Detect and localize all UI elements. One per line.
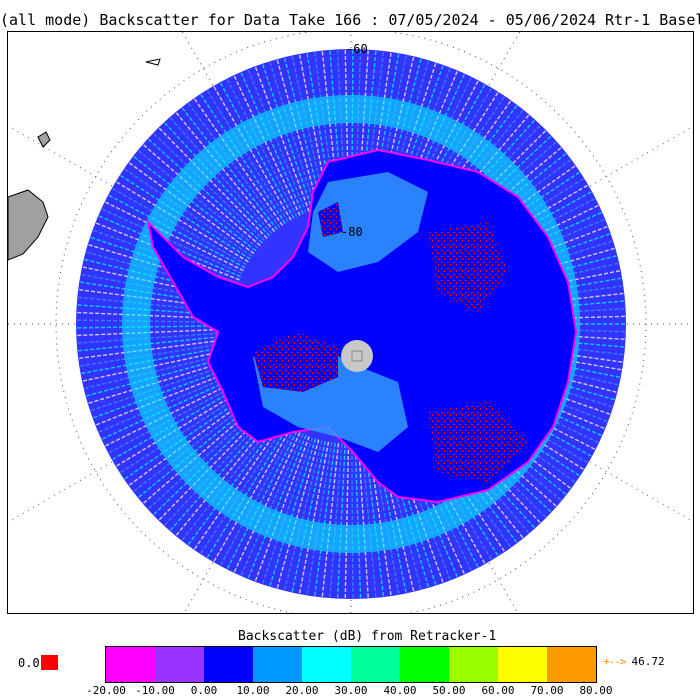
colorbar-ticks: -20.00 -10.00 0.00 10.00 20.00 30.00 40.00 50.0…: [0, 684, 700, 698]
rough-patch-west: [253, 332, 338, 392]
colorbar-tick-label: 70.00: [530, 684, 564, 697]
pole-marker: [351, 350, 363, 362]
under-range-indicator: 0.0: [18, 655, 58, 670]
colorbar-tick-label: -20.00: [86, 684, 126, 697]
rough-patch-south: [428, 402, 528, 482]
rough-patch-east: [428, 222, 508, 312]
colorbar-segment: [155, 647, 204, 682]
colorbar-tick-label: 20.00: [285, 684, 319, 697]
over-range-arrow: +-->: [603, 655, 626, 668]
colorbar-tick-label: 60.00: [481, 684, 515, 697]
colorbar-segment: [351, 647, 400, 682]
colorbar-tick-label: 30.00: [334, 684, 368, 697]
map-frame: -60 -80: [7, 31, 694, 614]
rough-patch-north: [318, 202, 343, 237]
under-range-swatch: [40, 655, 58, 670]
polar-map: [8, 32, 693, 613]
colorbar-segment: [547, 647, 596, 682]
colorbar-segment: [302, 647, 351, 682]
ice-region-east: [308, 172, 428, 272]
colorbar-title: Backscatter (dB) from Retracker-1: [238, 629, 497, 644]
lat-label-60: -60: [346, 42, 368, 56]
land-falklands: [37, 131, 51, 148]
pole-hole: [341, 340, 373, 372]
land-island: [145, 58, 161, 66]
colorbar-segment: [106, 647, 155, 682]
colorbar-tick-label: 50.00: [432, 684, 466, 697]
colorbar: [105, 646, 597, 683]
colorbar-tick-label: 80.00: [579, 684, 613, 697]
colorbar-tick-label: 0.00: [190, 684, 218, 697]
colorbar-tick-label: -10.00: [135, 684, 175, 697]
colorbar-tick-label: 40.00: [383, 684, 417, 697]
over-range-value: 46.72: [631, 655, 665, 668]
lat-label-80: -80: [341, 225, 363, 239]
under-range-value: 0.0: [18, 655, 40, 670]
plot-title: (all mode) Backscatter for Data Take 166…: [0, 11, 700, 29]
colorbar-segment: [498, 647, 547, 682]
colorbar-segment: [204, 647, 253, 682]
colorbar-segment: [449, 647, 498, 682]
land-south-america: [8, 189, 49, 261]
colorbar-segment: [253, 647, 302, 682]
over-range-indicator: +--> 46.72: [603, 655, 665, 668]
colorbar-tick-label: 10.00: [236, 684, 270, 697]
colorbar-segment: [400, 647, 449, 682]
